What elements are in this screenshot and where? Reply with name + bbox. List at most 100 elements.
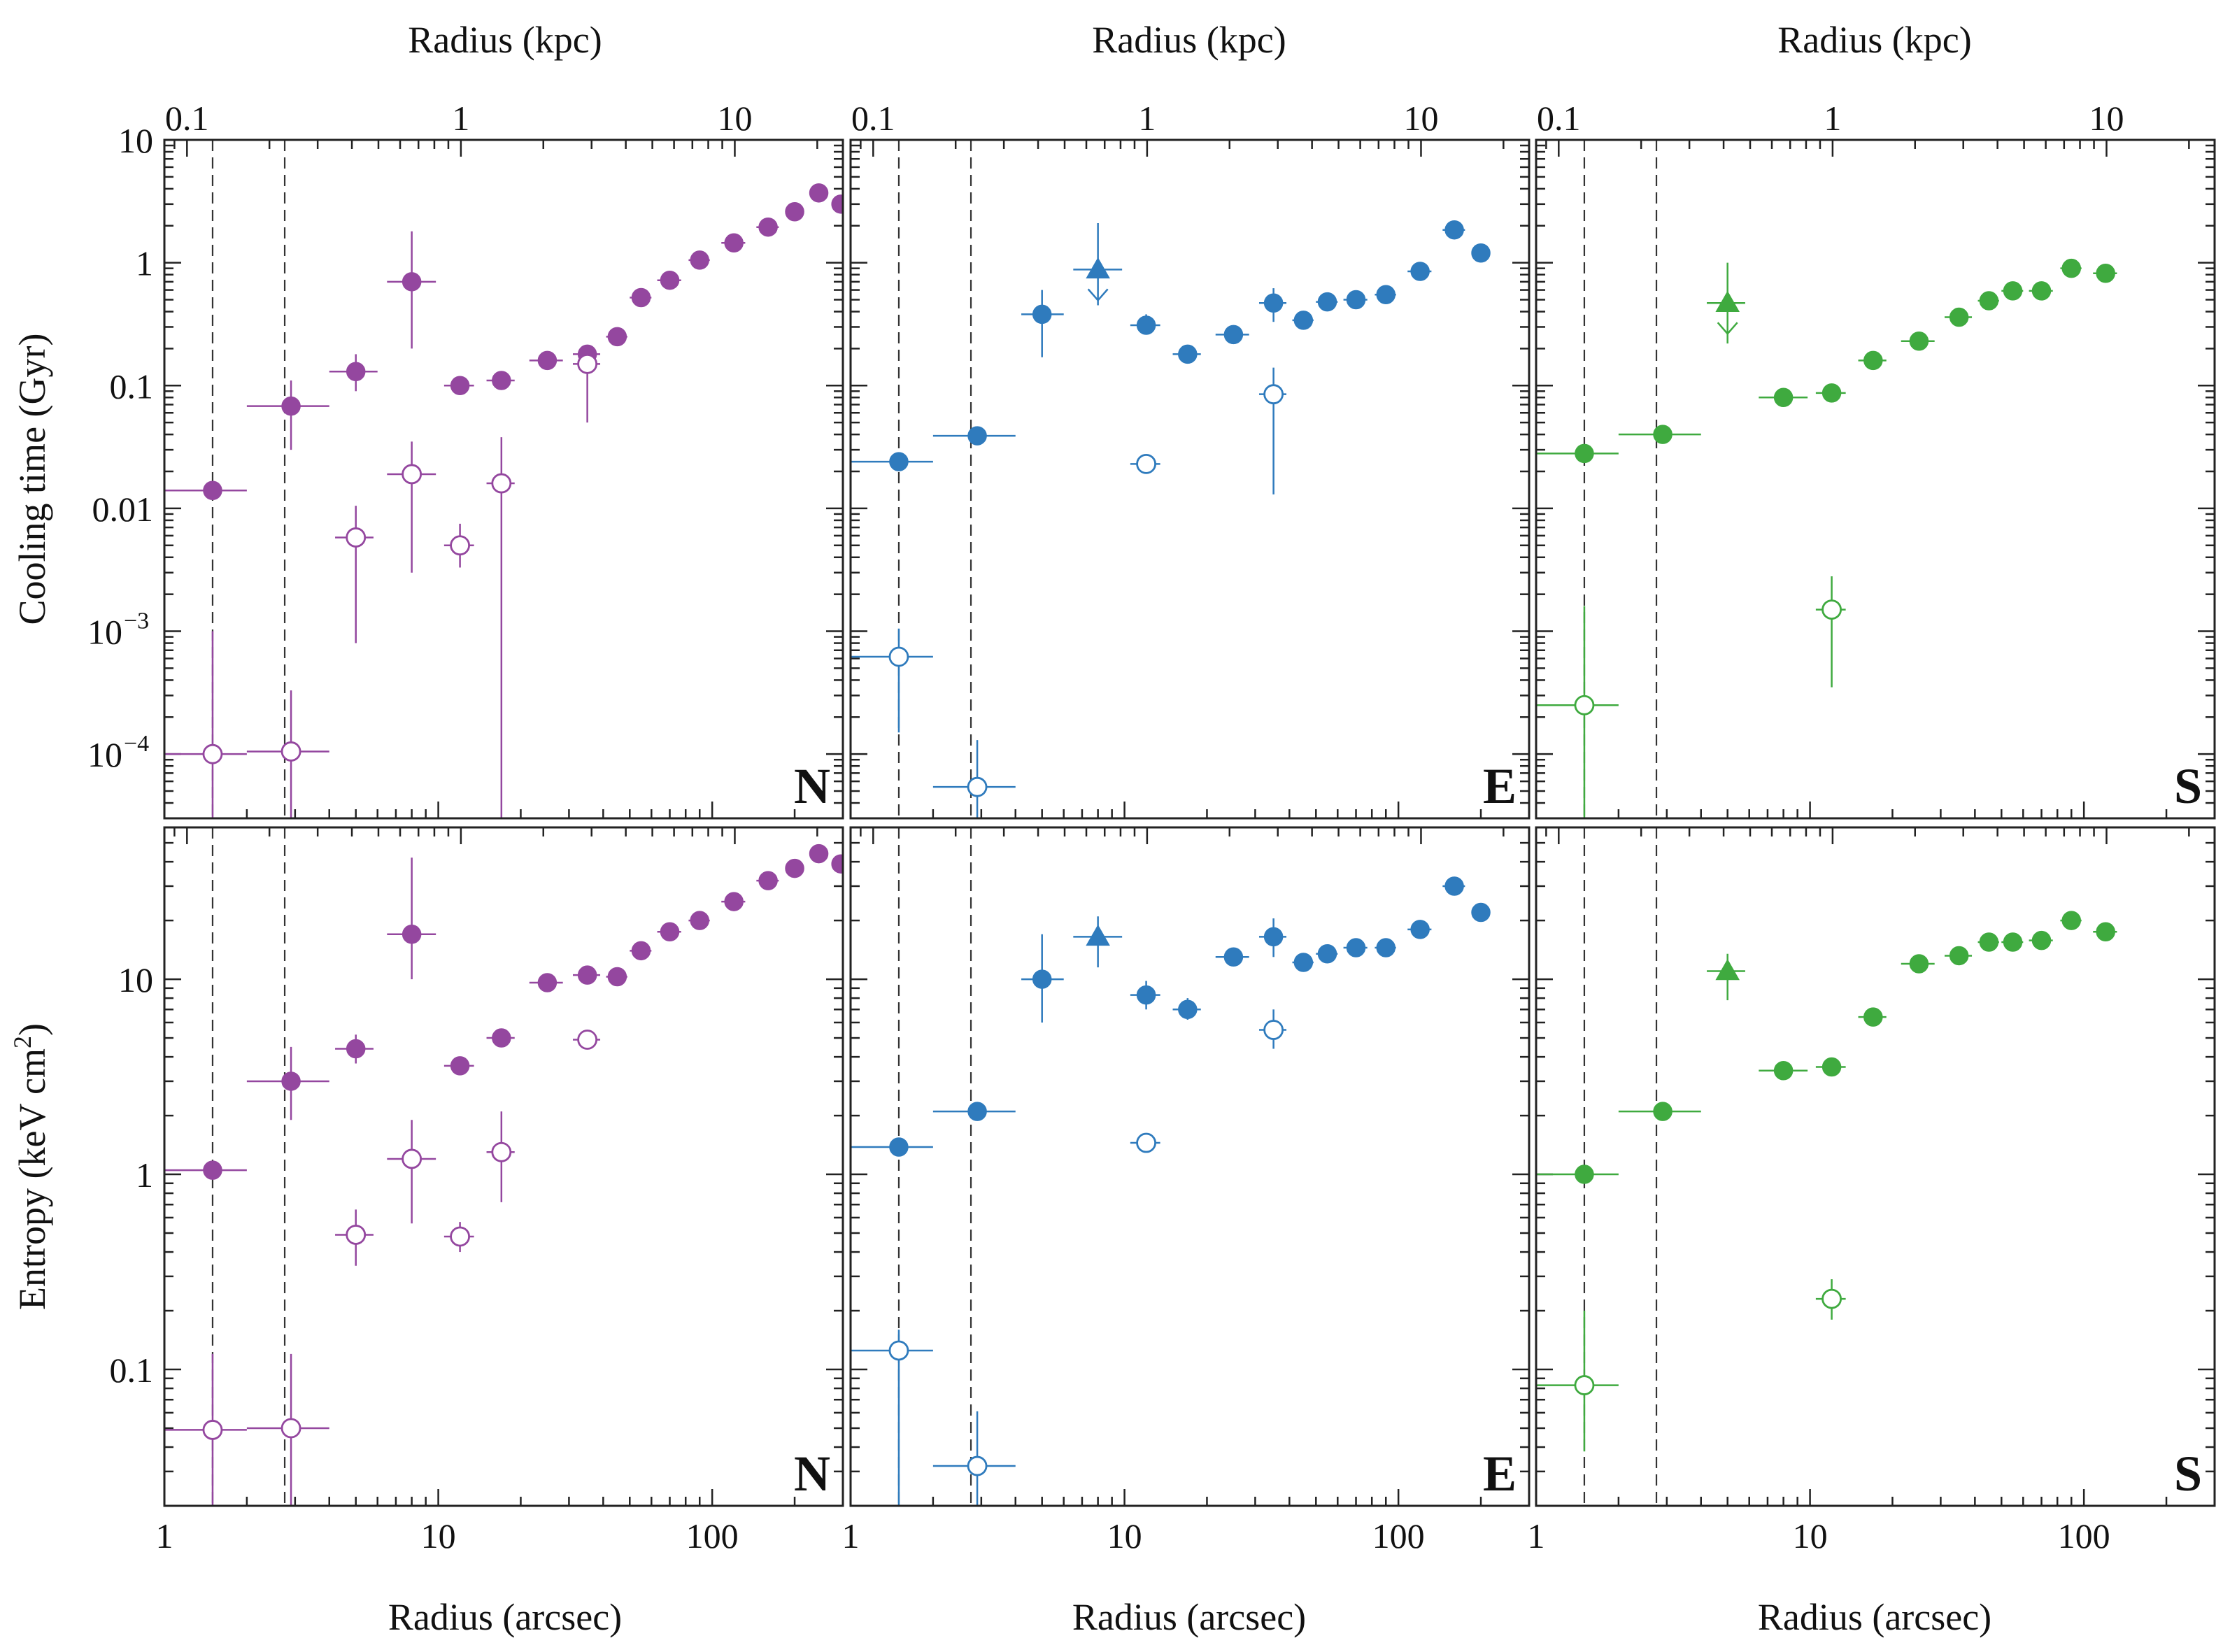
data-point — [1223, 947, 1244, 967]
data-point — [889, 1137, 909, 1157]
y-tick-label: 10 — [87, 735, 122, 774]
top-axis-label: Radius (kpc) — [408, 19, 602, 61]
y-axis-label-superscript: 2 — [8, 1036, 36, 1048]
data-point — [831, 854, 843, 874]
bottom-tick-label: 100 — [2058, 1516, 2110, 1555]
bottom-tick-label: 1 — [1528, 1516, 1545, 1555]
panel-frame — [163, 826, 844, 1507]
data-point-open — [346, 527, 367, 548]
panel-letter: E — [1483, 758, 1517, 814]
data-point — [660, 922, 680, 942]
data-point-open — [577, 1030, 598, 1050]
data-point-open — [967, 776, 988, 797]
data-point-triangle — [1715, 959, 1740, 981]
data-point-open — [450, 535, 470, 556]
data-point — [1376, 938, 1395, 957]
y-tick-label: 1 — [136, 1155, 153, 1195]
data-point-open — [577, 353, 598, 374]
data-point — [1293, 311, 1314, 330]
bottom-tick-label: 10 — [421, 1516, 456, 1555]
data-point — [1863, 350, 1883, 371]
data-point — [402, 925, 422, 944]
bottom-axis-label: Radius (arcsec) — [1758, 1596, 1991, 1638]
y-axis-label: Entropy (keV cm2) — [8, 1023, 53, 1310]
data-point — [2096, 264, 2115, 283]
data-point — [690, 250, 709, 270]
data-point-open — [1263, 384, 1284, 405]
y-tick-label: 10 — [118, 121, 153, 160]
data-point-open — [402, 464, 422, 485]
data-layer — [164, 843, 843, 1506]
data-point — [758, 217, 778, 237]
data-point — [1979, 291, 1999, 311]
data-point-open — [888, 646, 909, 667]
data-point — [450, 376, 470, 396]
data-point — [450, 1056, 470, 1076]
data-point — [281, 396, 301, 416]
data-point-open — [1821, 1288, 1842, 1309]
data-point — [1909, 954, 1929, 974]
data-point — [724, 892, 744, 911]
data-point — [785, 858, 804, 878]
data-point — [660, 270, 680, 290]
top-tick-label: 0.1 — [1537, 99, 1581, 138]
data-point — [1136, 315, 1156, 335]
data-point — [1821, 1057, 1842, 1077]
data-point — [2031, 281, 2052, 301]
data-point — [2096, 922, 2115, 942]
data-point-open — [450, 1226, 470, 1247]
data-point — [402, 272, 422, 292]
data-point — [2031, 930, 2052, 950]
bottom-axis-label: Radius (arcsec) — [1072, 1596, 1306, 1638]
data-layer — [1536, 258, 2117, 818]
data-point — [203, 1160, 222, 1180]
data-point — [1863, 1007, 1883, 1027]
data-point — [1653, 425, 1672, 444]
data-point — [1223, 325, 1244, 345]
data-point — [1410, 920, 1430, 939]
data-point — [2061, 911, 2081, 930]
data-point — [785, 202, 804, 222]
panel-letter: N — [794, 758, 830, 814]
data-point — [2003, 932, 2023, 952]
data-point — [1346, 290, 1366, 310]
data-point — [1773, 1061, 1794, 1081]
data-point — [346, 362, 366, 382]
panel-frame — [849, 826, 1531, 1507]
data-point-open — [491, 1141, 512, 1162]
data-point-triangle — [1715, 290, 1740, 312]
data-point — [1263, 293, 1284, 313]
data-point — [1032, 304, 1052, 325]
data-point — [1575, 1165, 1594, 1184]
top-tick-label: 1 — [1824, 99, 1841, 138]
data-point-open — [967, 1455, 988, 1476]
data-point — [690, 911, 709, 930]
panel-cooling-E: 0.1 1 10 E — [849, 99, 1531, 820]
data-point — [809, 843, 829, 864]
panel-frame — [1535, 138, 2216, 820]
data-point — [281, 1071, 301, 1091]
top-tick-label: 10 — [717, 99, 752, 138]
data-point — [1653, 1102, 1672, 1121]
data-point-open — [1136, 453, 1156, 474]
y-tick-label: 0.1 — [110, 1351, 154, 1390]
data-point — [631, 287, 651, 308]
panel-cooling-S: 0.1 1 10 S — [1535, 99, 2216, 820]
y-tick-label: 0.01 — [92, 490, 154, 529]
data-point-triangle — [1086, 257, 1110, 279]
data-point — [1444, 876, 1464, 896]
data-point-open — [202, 1420, 223, 1440]
data-point-open — [1821, 599, 1842, 620]
data-point-open — [202, 743, 223, 764]
top-tick-label: 10 — [2089, 99, 2124, 138]
data-point — [631, 941, 651, 961]
upper-limit-arrow — [1717, 322, 1738, 336]
y-tick-label: 1 — [136, 244, 153, 283]
data-point — [809, 183, 829, 203]
y-tick-label-exponent: −3 — [124, 608, 149, 634]
panel-letter: S — [2174, 1446, 2202, 1502]
data-point — [1346, 938, 1366, 957]
panel-entropy-N: 0.1 1 10 1 10 100 N — [110, 826, 844, 1555]
data-layer — [164, 183, 843, 818]
